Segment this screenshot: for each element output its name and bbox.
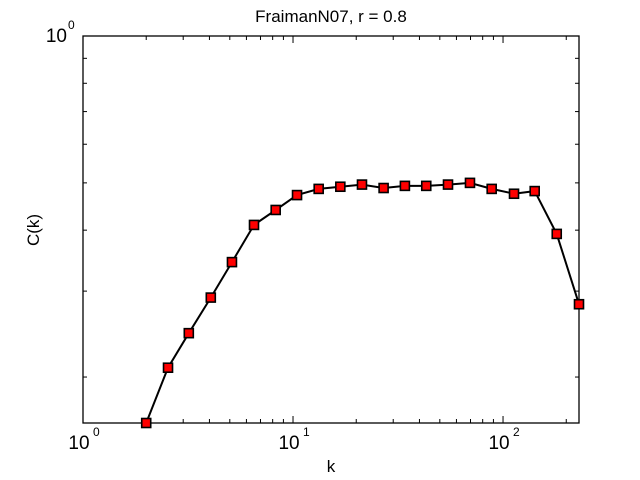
- data-point-marker: [573, 298, 585, 310]
- data-point-marker: [291, 189, 303, 201]
- data-point-marker: [183, 327, 195, 339]
- x-tick-base: 10: [68, 433, 89, 454]
- data-point-marker: [399, 180, 411, 192]
- data-point-marker: [551, 228, 563, 240]
- y-tick-exponent: 0: [68, 18, 75, 32]
- y-tick-label: 100: [46, 18, 75, 47]
- y-axis-label: C(k): [24, 214, 43, 246]
- series-line: [145, 181, 580, 424]
- data-series: [140, 177, 585, 429]
- data-point-marker: [356, 179, 368, 190]
- x-tick-base: 10: [278, 433, 299, 454]
- x-tick-label: 10 0: [68, 425, 100, 454]
- data-point-marker: [529, 185, 540, 197]
- data-point-marker: [420, 180, 432, 192]
- axis-ticks: [82, 35, 579, 423]
- plot-frame: [82, 35, 580, 424]
- data-point-marker: [442, 179, 454, 190]
- x-tick-exponent: 2: [513, 425, 520, 439]
- data-point-marker: [335, 181, 346, 193]
- data-point-marker: [205, 292, 217, 303]
- data-point-marker: [226, 256, 238, 268]
- x-axis-label: k: [327, 457, 336, 476]
- data-point-marker: [248, 219, 260, 231]
- plot-axes: [82, 35, 580, 424]
- x-tick-base: 10: [488, 433, 509, 454]
- data-point-marker: [378, 182, 389, 194]
- x-tick-exponent: 0: [93, 425, 100, 439]
- y-tick-base: 10: [46, 26, 67, 47]
- chart-title: FraimanN07, r = 0.8: [255, 7, 407, 26]
- data-point-marker: [508, 188, 520, 200]
- data-point-marker: [486, 183, 497, 195]
- x-tick-label: 10 1: [278, 425, 310, 454]
- x-tick-exponent: 1: [303, 425, 310, 439]
- data-point-marker: [162, 362, 174, 374]
- data-point-marker: [270, 204, 281, 216]
- data-point-marker: [140, 417, 152, 429]
- x-tick-label: 10 2: [488, 425, 520, 454]
- data-point-marker: [313, 183, 324, 195]
- data-point-marker: [464, 177, 476, 189]
